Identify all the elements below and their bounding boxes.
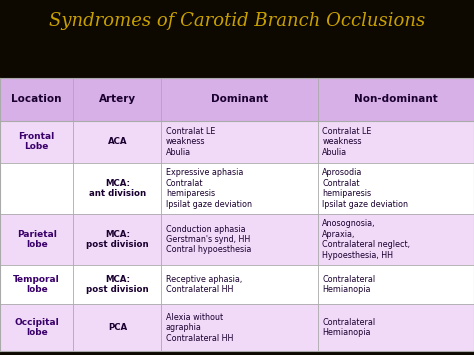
Text: Conduction aphasia
Gerstman's synd, HH
Contral hypoesthesia: Conduction aphasia Gerstman's synd, HH C… [166, 225, 251, 255]
Text: Expressive aphasia
Contralat
hemiparesis
Ipsilat gaze deviation: Expressive aphasia Contralat hemiparesis… [166, 169, 252, 209]
Bar [0, 78, 474, 121]
Text: MCA:
ant division: MCA: ant division [89, 179, 146, 198]
Text: Aprosodia
Contralat
hemiparesis
Ipsilat gaze deviation: Aprosodia Contralat hemiparesis Ipsilat … [322, 169, 408, 209]
Text: MCA:
post division: MCA: post division [86, 230, 149, 249]
Text: Occipital
lobe: Occipital lobe [14, 318, 59, 337]
Text: Dominant: Dominant [211, 94, 268, 104]
Text: Receptive aphasia,
Contralateral HH: Receptive aphasia, Contralateral HH [166, 274, 242, 294]
Text: ACA: ACA [108, 137, 127, 146]
Text: Frontal
Lobe: Frontal Lobe [18, 132, 55, 152]
Bar [0, 121, 474, 163]
Bar [0, 264, 474, 304]
Text: Contralat LE
weakness
Abulia: Contralat LE weakness Abulia [166, 127, 215, 157]
Bar [0, 214, 474, 264]
Text: Contralateral
Hemianopia: Contralateral Hemianopia [322, 274, 375, 294]
Text: MCA:
post division: MCA: post division [86, 274, 149, 294]
Bar [0, 304, 474, 351]
Text: Syndromes of Carotid Branch Occlusions: Syndromes of Carotid Branch Occlusions [49, 12, 425, 30]
Text: Parietal
lobe: Parietal lobe [17, 230, 57, 249]
Text: Artery: Artery [99, 94, 136, 104]
Bar [0, 163, 474, 214]
Text: Contralateral
Hemianopia: Contralateral Hemianopia [322, 318, 375, 337]
Text: Anosognosia,
Apraxia,
Contralateral neglect,
Hypoesthesia, HH: Anosognosia, Apraxia, Contralateral negl… [322, 219, 410, 260]
Text: Alexia without
agraphia
Contralateral HH: Alexia without agraphia Contralateral HH [166, 313, 233, 343]
Text: Location: Location [11, 94, 62, 104]
Text: Contralat LE
weakness
Abulia: Contralat LE weakness Abulia [322, 127, 372, 157]
Text: Temporal
lobe: Temporal lobe [13, 274, 60, 294]
Text: PCA: PCA [108, 323, 127, 332]
Text: Non-dominant: Non-dominant [354, 94, 438, 104]
